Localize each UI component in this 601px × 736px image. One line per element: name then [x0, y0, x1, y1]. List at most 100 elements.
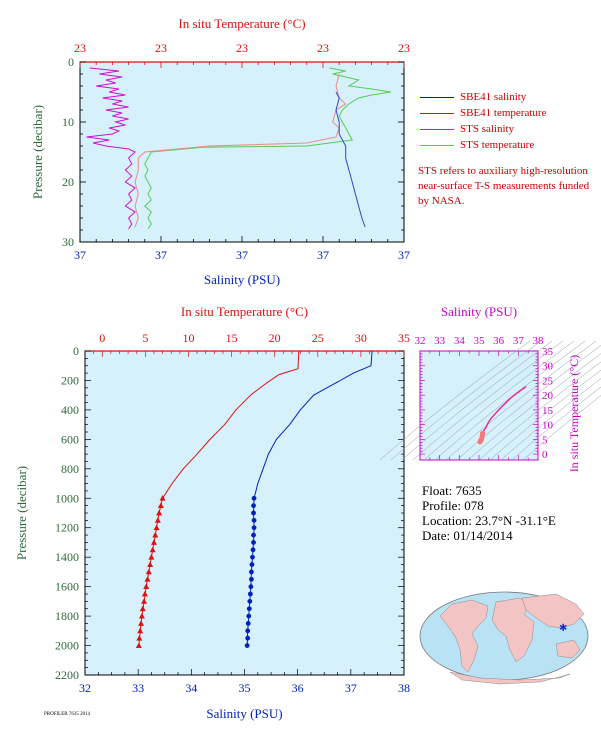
map-antarctica [449, 671, 571, 685]
salinity-point [251, 503, 256, 509]
x-tick-label: 32 [79, 681, 91, 695]
footer-code: PROFILER 7635 2014 [44, 712, 91, 717]
salinity-line [246, 350, 373, 646]
density-contour [401, 340, 553, 461]
x-axis-title: Salinity (PSU) [206, 706, 282, 721]
temperature-point [135, 642, 142, 648]
y-tick-label: 2000 [55, 639, 79, 653]
top-tick-label: 35 [398, 331, 410, 345]
ts-x-axis-title: Salinity (PSU) [441, 304, 517, 319]
legend-label: SBE41 temperature [460, 107, 547, 119]
salinity-point [245, 628, 251, 634]
legend: SBE41 salinity SBE41 temperature STS sal… [420, 89, 546, 153]
temperature-point [144, 576, 151, 582]
temperature-point [138, 612, 145, 619]
x-tick-label: 37 [513, 335, 525, 347]
salinity-point [245, 635, 251, 641]
salinity-point [251, 495, 257, 501]
density-contour [478, 361, 601, 461]
y-tick-label: 35 [542, 346, 554, 358]
map-australia [555, 639, 581, 659]
x-tick-label: 35 [474, 335, 486, 347]
salinity-point [245, 621, 251, 626]
temperature-point [139, 605, 146, 612]
temperature-point [147, 561, 154, 567]
salinity-point [250, 547, 256, 553]
salinity-point [246, 606, 252, 612]
legend-label: SBE41 salinity [460, 91, 527, 103]
top-tick-label: 25 [312, 331, 324, 345]
salinity-point [251, 540, 256, 545]
legend-label: STS salinity [460, 123, 515, 135]
full-profile-panel: 0200400600800100012001400160018002000220… [14, 304, 410, 721]
y-tick-label: 15 [542, 405, 554, 417]
legend-item-sts-salinity: STS salinity [420, 121, 546, 137]
density-contour [434, 340, 586, 461]
density-contour [390, 340, 542, 461]
series-line-sbe41-temperature [134, 73, 347, 228]
top-tick-label: 23 [236, 41, 248, 55]
y-tick-label: 30 [542, 361, 554, 373]
x-tick-label: 36 [292, 681, 304, 695]
y-tick-label: 10 [62, 115, 74, 129]
top-tick-label: 0 [99, 331, 105, 345]
temperature-point [141, 598, 148, 604]
sts-note: STS refers to auxiliary high-resolution … [418, 165, 590, 207]
salinity-point [249, 576, 254, 582]
top-axis-title: In situ Temperature (°C) [178, 16, 305, 31]
plot-area [84, 350, 405, 676]
y-tick-label: 25 [542, 375, 554, 387]
legend-swatch [420, 113, 454, 114]
density-contour [379, 340, 531, 461]
top-tick-label: 10 [182, 331, 194, 345]
legend-swatch [420, 129, 454, 130]
density-contour [489, 369, 601, 461]
x-axis-title: Salinity (PSU) [204, 272, 280, 287]
salinity-point [251, 525, 257, 531]
y-tick-label: 10 [542, 420, 554, 432]
series-line-sts-salinity [86, 67, 136, 230]
temperature-point [150, 539, 157, 545]
map-americas [439, 599, 489, 673]
x-tick-label: 37 [74, 248, 86, 262]
y-tick-label: 20 [62, 175, 74, 189]
top-tick-label: 20 [269, 331, 281, 345]
x-tick-label: 34 [185, 681, 197, 695]
x-tick-label: 37 [398, 248, 410, 262]
date: Date: 01/14/2014 [422, 528, 513, 543]
temperature-point [137, 627, 144, 634]
y-tick-label: 1600 [55, 580, 79, 594]
legend-item-sbe41-temperature: SBE41 temperature [420, 105, 546, 121]
salinity-point [244, 643, 250, 648]
temperature-point [148, 553, 155, 560]
series-line-sts-temperature [144, 67, 392, 230]
temperature-point [156, 509, 163, 516]
x-tick-label: 37 [155, 248, 167, 262]
legend-item-sbe41-salinity: SBE41 salinity [420, 89, 546, 105]
density-contour [456, 345, 601, 461]
salinity-point [250, 554, 255, 560]
temperature-point [154, 517, 161, 523]
salinity-point [251, 517, 257, 523]
temperature-point [153, 524, 160, 531]
y-axis-title: Pressure (decibar) [14, 466, 29, 560]
temperature-point [138, 620, 145, 626]
salinity-point [249, 562, 255, 567]
y-tick-label: 400 [61, 403, 79, 417]
y-tick-label: 1800 [55, 609, 79, 623]
temperature-point [157, 502, 164, 509]
density-contour [511, 386, 601, 461]
salinity-point [251, 532, 256, 538]
y-tick-label: 20 [542, 390, 554, 402]
temperature-point [152, 531, 159, 538]
salinity-point [248, 584, 254, 590]
map-asia [521, 593, 585, 629]
legend-swatch [420, 145, 454, 146]
density-contour [500, 378, 601, 461]
y-tick-label: 600 [61, 432, 79, 446]
ts-y-axis-title: In situ Temperature (°C) [567, 355, 581, 472]
temperature-point [159, 495, 166, 501]
world-map-panel: ✱ [419, 591, 589, 685]
float-id: Float: 7635 [422, 483, 482, 498]
